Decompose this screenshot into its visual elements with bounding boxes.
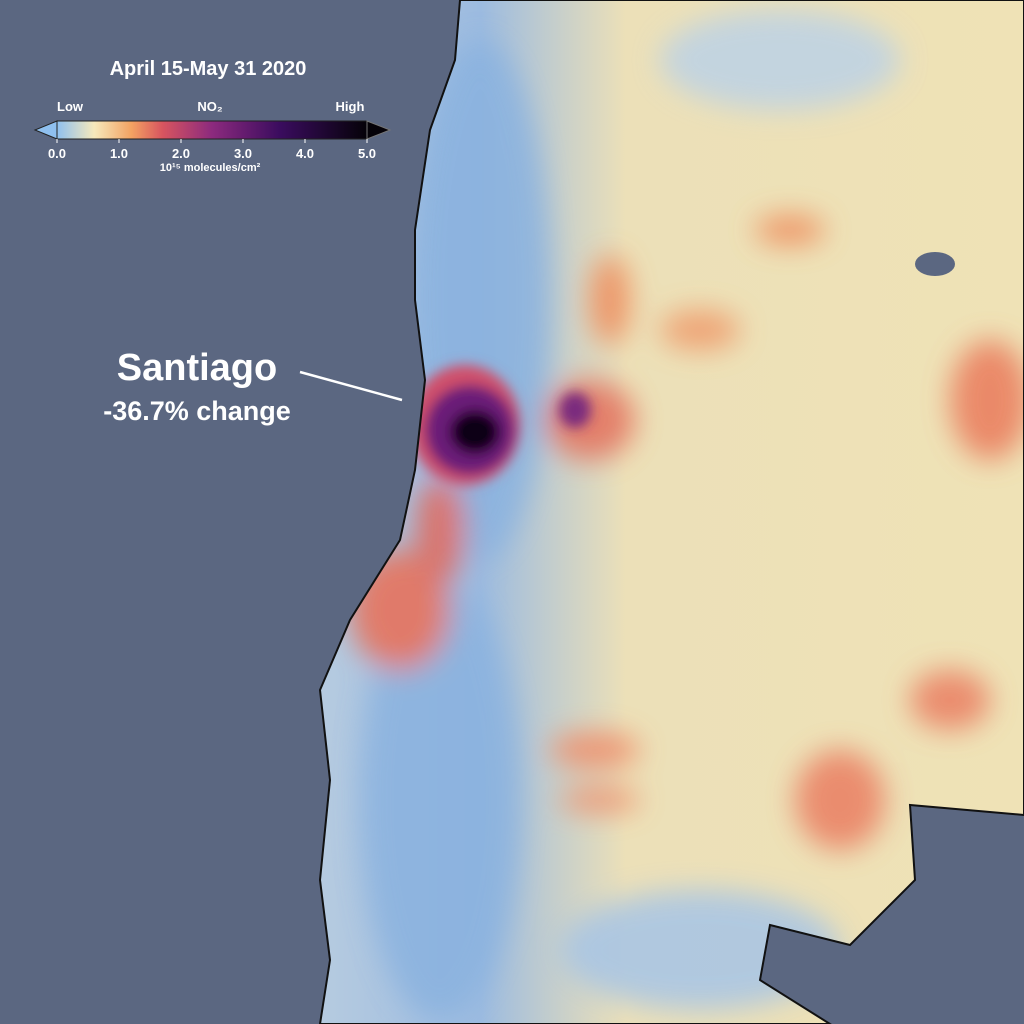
colorbar-bar (56, 120, 368, 140)
legend-low: Low (57, 99, 84, 114)
colorbar-tick-label: 4.0 (296, 146, 314, 161)
city-label: Santiago (117, 347, 277, 389)
colorbar-tick-label: 0.0 (48, 146, 66, 161)
legend-variable: NO₂ (197, 99, 223, 114)
annotation-leader (299, 370, 403, 402)
map-title: April 15-May 31 2020 (110, 58, 307, 80)
colorbar-tick-label: 1.0 (110, 146, 128, 161)
colorbar: Low NO₂ High 10¹⁵ molecules/cm² 0.0 1.0 2.… (33, 99, 392, 174)
colorbar-low-arrow (33, 120, 58, 140)
legend-unit: 10¹⁵ molecules/cm² (160, 162, 261, 174)
legend-high: High (336, 99, 365, 114)
colorbar-high-arrow (366, 120, 392, 140)
colorbar-tick-label: 2.0 (172, 146, 190, 161)
change-label: -36.7% change (103, 396, 291, 426)
land (320, 0, 1024, 1024)
colorbar-tick-label: 3.0 (234, 146, 252, 161)
colorbar-tick-label: 5.0 (358, 146, 376, 161)
